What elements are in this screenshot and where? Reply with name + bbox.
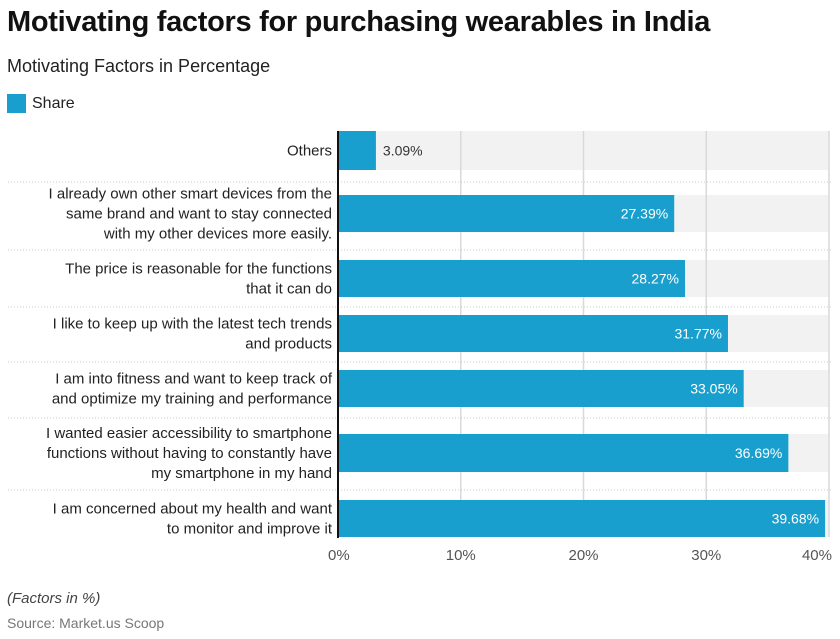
category-label-line: The price is reasonable for the function… [65, 261, 332, 278]
data-label: 28.27% [632, 271, 679, 287]
category-label: Others [287, 143, 332, 160]
data-label: 31.77% [674, 326, 721, 342]
category-label: The price is reasonable for the function… [65, 261, 332, 298]
category-label: I wanted easier accessibility to smartph… [46, 425, 332, 482]
x-tick-label: 40% [802, 547, 832, 564]
category-label-line: I am concerned about my health and want [53, 501, 333, 518]
category-label-line: and products [245, 336, 332, 353]
data-label: 3.09% [383, 143, 423, 159]
category-label-line: Others [287, 143, 332, 160]
x-tick-label: 10% [446, 547, 476, 564]
bar [338, 195, 675, 232]
source-credit: Source: Market.us Scoop [7, 615, 165, 631]
category-label: I like to keep up with the latest tech t… [53, 316, 332, 353]
bar [338, 434, 789, 472]
data-label: 39.68% [772, 511, 819, 527]
category-label-line: I wanted easier accessibility to smartph… [46, 425, 332, 442]
bar [338, 131, 376, 170]
category-label-line: I like to keep up with the latest tech t… [53, 316, 332, 333]
category-label: I am into fitness and want to keep track… [52, 371, 333, 408]
data-label: 36.69% [735, 445, 782, 461]
category-label-line: and optimize my training and performance [52, 391, 332, 408]
category-label: I already own other smart devices from t… [49, 186, 332, 243]
category-label-line: to monitor and improve it [167, 521, 333, 538]
bar [338, 370, 744, 407]
data-label: 33.05% [690, 381, 737, 397]
legend-swatch-share [7, 94, 26, 113]
category-label: I am concerned about my health and want t… [53, 501, 333, 538]
category-label-line: my smartphone in my hand [151, 465, 332, 482]
bar [338, 260, 686, 297]
legend-label-share: Share [32, 94, 75, 112]
category-label-line: with my other devices more easily. [103, 226, 332, 243]
category-label-line: that it can do [246, 281, 332, 298]
x-tick-label: 0% [328, 547, 350, 564]
chart-title: Motivating factors for purchasing wearab… [7, 6, 711, 38]
x-tick-label: 20% [568, 547, 598, 564]
category-label-line: I am into fitness and want to keep track… [55, 371, 333, 388]
chart-subtitle: Motivating Factors in Percentage [7, 56, 271, 76]
x-tick-label: 30% [691, 547, 721, 564]
data-label: 27.39% [621, 206, 668, 222]
bar [338, 500, 826, 537]
category-label-line: functions without having to constantly h… [47, 445, 332, 462]
bar-chart: 3.09% 27.39% 28.27% 31.77% 33.05% 36.69% 39.68… [8, 131, 832, 564]
footnote: (Factors in %) [7, 590, 101, 607]
legend: Share [7, 94, 75, 113]
category-label-line: I already own other smart devices from t… [49, 186, 332, 203]
bar [338, 315, 728, 352]
category-label-line: same brand and want to stay connected [66, 206, 332, 223]
